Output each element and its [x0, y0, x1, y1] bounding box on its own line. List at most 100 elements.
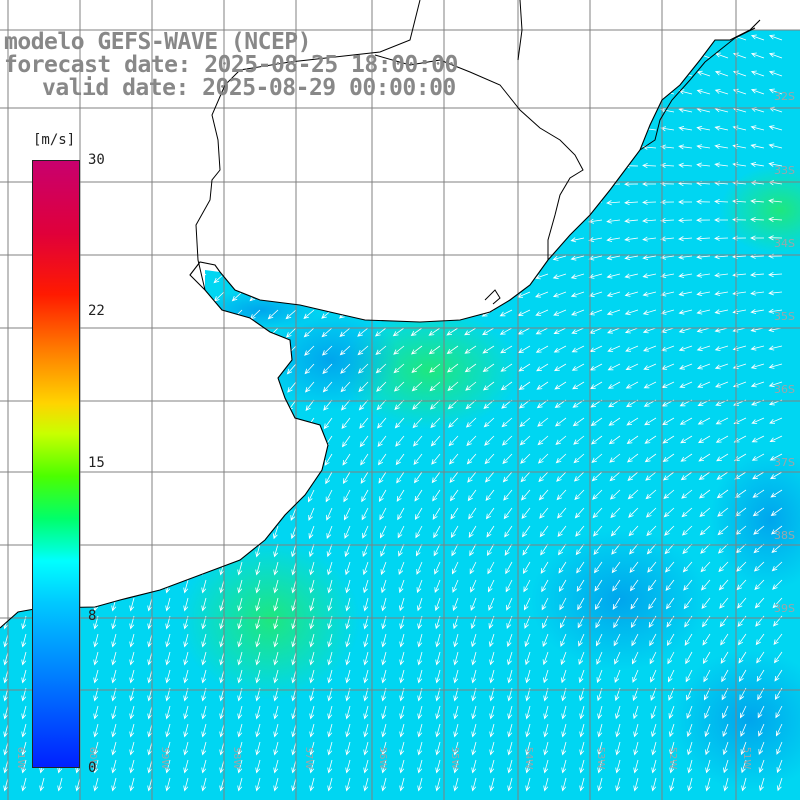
- wind-arrow: [522, 561, 531, 574]
- wind-arrow: [237, 741, 243, 756]
- wind-arrow: [395, 453, 405, 466]
- wind-arrow: [3, 651, 9, 666]
- wind-arrow: [129, 723, 135, 738]
- wind-arrow: [219, 705, 225, 720]
- wind-arrow: [666, 633, 675, 646]
- wind-arrow: [772, 597, 783, 609]
- wind-arrow: [543, 759, 549, 774]
- wind-arrow: [506, 633, 513, 648]
- wind-arrow: [734, 489, 747, 499]
- wind-arrow: [535, 345, 549, 353]
- wind-arrow: [414, 489, 423, 502]
- wind-arrow: [642, 309, 657, 315]
- wind-arrow: [219, 777, 225, 792]
- wind-arrow: [377, 435, 387, 448]
- wind-arrow: [399, 597, 405, 612]
- wind-arrow: [705, 759, 711, 774]
- wind-arrow: [410, 327, 423, 337]
- latitude-label: 32S: [774, 90, 795, 103]
- wind-arrow: [376, 381, 387, 392]
- wind-arrow: [412, 435, 423, 447]
- wind-arrow: [489, 741, 495, 756]
- wind-arrow: [309, 777, 315, 792]
- wind-arrow: [219, 651, 225, 666]
- wind-arrow: [579, 723, 585, 738]
- wind-arrow: [339, 327, 351, 338]
- wind-arrow: [594, 597, 603, 610]
- wind-arrow: [714, 327, 729, 333]
- wind-arrow: [648, 597, 657, 610]
- wind-arrow: [291, 651, 297, 666]
- wind-arrow: [111, 633, 117, 648]
- wind-arrow: [721, 669, 729, 683]
- wind-arrow: [21, 705, 27, 720]
- wind-arrow: [468, 507, 477, 520]
- wind-arrow: [345, 669, 351, 684]
- wind-arrow: [237, 651, 243, 666]
- wind-arrow: [696, 254, 711, 260]
- wind-arrow: [642, 236, 657, 242]
- wind-arrow: [768, 34, 783, 41]
- wind-arrow: [647, 561, 657, 573]
- wind-arrow: [471, 741, 477, 756]
- wind-arrow: [464, 345, 477, 354]
- wind-arrow: [678, 272, 693, 278]
- wind-arrow: [615, 759, 621, 774]
- wind-arrow: [231, 291, 243, 302]
- wind-arrow: [579, 741, 585, 756]
- wind-arrow: [381, 705, 387, 720]
- wind-arrow: [682, 543, 693, 555]
- wind-arrow: [482, 327, 495, 336]
- wind-arrow: [608, 417, 621, 426]
- title-valid-date: valid date: 2025-08-29 00:00:00: [42, 75, 456, 101]
- wind-arrow: [543, 723, 549, 738]
- wind-arrow: [681, 489, 693, 499]
- wind-arrow: [375, 345, 387, 356]
- wind-arrow: [719, 597, 729, 609]
- wind-arrow: [505, 579, 513, 593]
- wind-arrow: [435, 759, 441, 774]
- wind-arrow: [396, 471, 405, 484]
- wind-arrow: [327, 723, 333, 738]
- wind-arrow: [219, 723, 225, 738]
- wind-arrow: [363, 741, 369, 756]
- wind-arrow: [627, 489, 639, 500]
- wind-arrow: [376, 417, 387, 429]
- wind-arrow: [681, 525, 693, 536]
- wind-arrow: [612, 579, 621, 592]
- wind-arrow: [470, 597, 477, 611]
- wind-arrow: [502, 471, 513, 483]
- wind-arrow: [610, 507, 621, 519]
- wind-arrow: [321, 345, 333, 356]
- wind-arrow: [624, 236, 639, 242]
- wind-arrow: [633, 723, 639, 738]
- wind-arrow: [570, 273, 585, 279]
- wind-arrow: [750, 143, 765, 149]
- wind-arrow: [484, 435, 495, 446]
- wind-arrow: [642, 199, 657, 205]
- wind-arrow: [381, 651, 387, 666]
- wind-arrow: [646, 543, 657, 555]
- wind-arrow: [255, 543, 261, 558]
- wind-arrow: [624, 181, 639, 187]
- wind-arrow: [453, 777, 459, 792]
- wind-arrow: [597, 759, 603, 774]
- wind-arrow: [360, 471, 369, 484]
- wind-arrow: [774, 669, 783, 682]
- wind-arrow: [327, 561, 333, 576]
- wind-arrow: [219, 633, 225, 648]
- wind-arrow: [596, 651, 603, 665]
- wind-arrow: [750, 125, 765, 131]
- wind-arrow: [578, 633, 585, 647]
- wind-arrow: [770, 507, 783, 517]
- wind-arrow: [447, 381, 459, 392]
- wind-arrow: [325, 489, 333, 503]
- wind-arrow: [651, 777, 657, 792]
- wind-arrow: [377, 453, 387, 466]
- wind-arrow: [696, 217, 711, 223]
- wind-arrow: [540, 543, 549, 556]
- wind-arrow: [736, 561, 747, 572]
- wind-arrow: [750, 70, 765, 77]
- wind-arrow: [255, 651, 261, 666]
- wind-arrow: [650, 669, 657, 683]
